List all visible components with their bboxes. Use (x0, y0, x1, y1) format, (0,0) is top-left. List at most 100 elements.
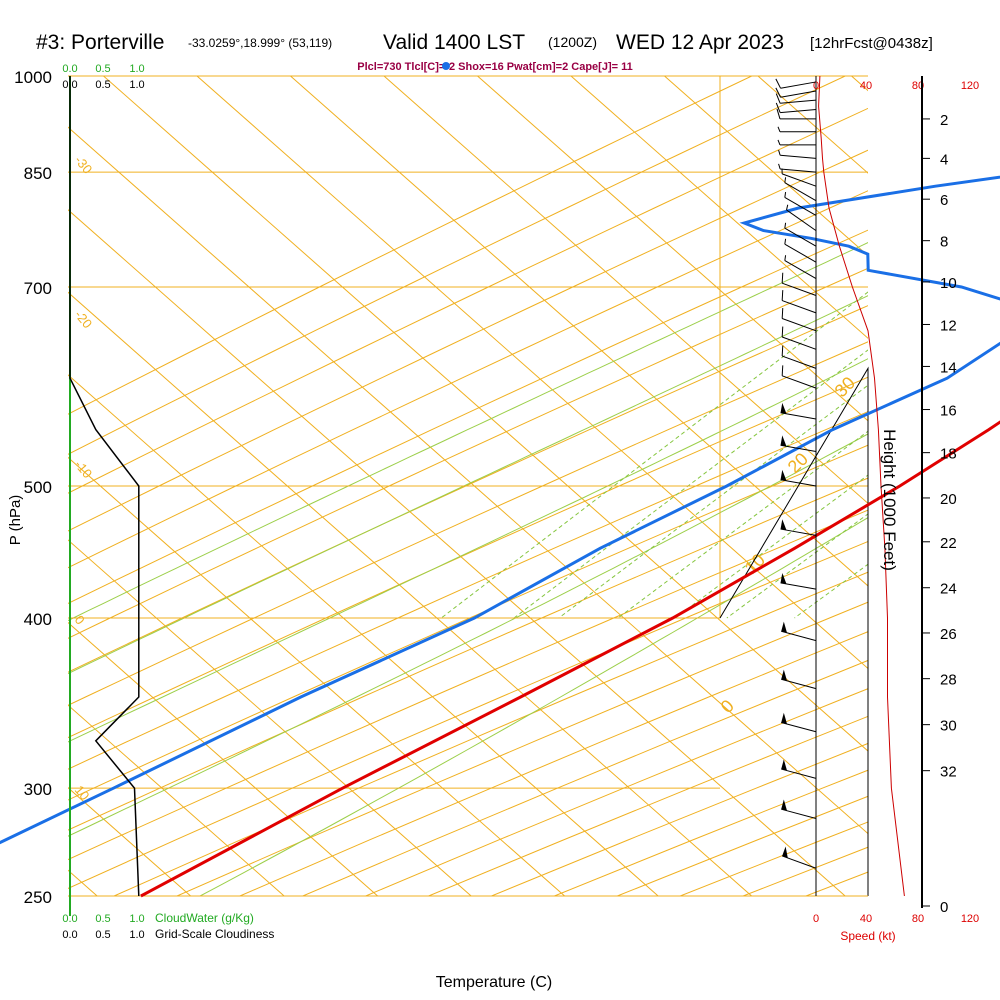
speed-tick-top: 40 (860, 80, 872, 92)
wind-barb (781, 365, 817, 389)
wind-barb (775, 102, 817, 114)
wind-barb-shaft (782, 173, 817, 187)
wind-barb-shaft (781, 808, 817, 819)
height-tick-label: 4 (940, 151, 948, 168)
wind-barb (782, 846, 817, 869)
wind-barb-half (778, 163, 781, 170)
pressure-tick: 700 (24, 279, 52, 298)
wind-barb-shaft (780, 412, 817, 420)
dry-adiabat (68, 376, 868, 739)
wind-barb-flag (781, 272, 784, 284)
wind-barb-pennant (781, 759, 788, 771)
wind-barb-shaft (786, 209, 817, 232)
dry-adiabat (68, 107, 868, 494)
dry-adiabat (68, 149, 868, 532)
dry-adiabat (68, 229, 868, 605)
cloudwater-tick-bottom: 1.0 (129, 913, 144, 925)
wind-barb-shaft (784, 196, 817, 216)
wind-barb (776, 108, 816, 120)
wind-barb-shaft (781, 721, 817, 733)
wind-barb-pennant (780, 402, 787, 414)
wind-barb-half (784, 255, 787, 261)
wind-barb-flag (776, 108, 781, 120)
pressure-tick: 400 (24, 610, 52, 629)
moist-adiabat (68, 358, 868, 743)
wind-barb (781, 669, 817, 690)
wind-barb-pennant (780, 469, 787, 481)
wind-barb-half (778, 149, 781, 156)
wind-barb (781, 326, 817, 350)
height-tick-label: 16 (940, 403, 957, 420)
station-coords: -33.0259°,18.999° (53,119) (188, 36, 332, 50)
cloudiness-label: Grid-Scale Cloudiness (155, 927, 274, 941)
adiabat-label-left: -20 (72, 307, 96, 331)
stability-indices: Plcl=730 Tlcl[C]=-2 Shox=16 Pwat[cm]=2 C… (357, 61, 632, 73)
wind-barb-shaft (782, 336, 817, 350)
wind-barb (775, 78, 817, 89)
dry-adiabat (68, 190, 868, 569)
wind-barb (778, 149, 817, 159)
speed-tick-bottom: 80 (912, 913, 924, 925)
dry-adiabat (68, 305, 868, 673)
profile-layer (0, 62, 1000, 898)
dry-adiabat (68, 341, 868, 706)
wind-barb-half (777, 139, 781, 146)
cloudwater-tick-bottom: 0.5 (95, 913, 110, 925)
height-tick-label: 30 (940, 718, 957, 735)
isotherm-label-right: 30 (831, 373, 859, 401)
wind-barb (775, 87, 817, 98)
height-tick-label: 22 (940, 535, 957, 552)
wind-barb (777, 126, 816, 133)
wind-barb-flag (775, 87, 781, 98)
x-axis-title: Temperature (C) (436, 974, 552, 991)
wind-barb-shaft (781, 768, 817, 779)
adiabat-label-left: -30 (72, 153, 96, 177)
wind-barb-half (784, 222, 787, 229)
wind-barb-shaft (782, 375, 817, 389)
wind-barb-shaft (780, 528, 817, 536)
wind-barb-flag (781, 326, 784, 338)
height-tick-label: 0 (940, 899, 948, 916)
wind-barb-pennant (782, 846, 788, 859)
wind-barb (780, 402, 817, 420)
moist-adiabat (68, 295, 868, 675)
isotherm-label-right: 0 (717, 696, 738, 717)
wind-barb (777, 139, 816, 146)
wind-barb-shaft (780, 168, 817, 173)
wind-barb-shaft (782, 355, 817, 369)
wind-barb-pennant (780, 435, 787, 447)
speed-tick-top: 0 (813, 80, 819, 92)
wind-barb (784, 238, 817, 263)
wind-barb (786, 204, 817, 232)
dry-adiabat (68, 76, 752, 415)
cloudwater-tick-top: 0.0 (62, 63, 77, 75)
wind-barb (780, 573, 817, 590)
moist-adiabat (199, 517, 868, 896)
wind-barb (781, 759, 817, 779)
isotherm-line (0, 76, 4, 896)
valid-date: WED 12 Apr 2023 (616, 31, 784, 54)
pressure-tick: 250 (24, 888, 52, 907)
wind-barb (781, 621, 817, 642)
height-tick-label: 28 (940, 672, 957, 689)
cloudiness-tick-bottom: 0.0 (62, 929, 77, 941)
wind-barb-pennant (781, 621, 788, 633)
pressure-tick: 500 (24, 478, 52, 497)
wind-barb (781, 290, 817, 314)
surface-dewpoint-marker (442, 62, 450, 70)
wind-barb (781, 272, 817, 296)
valid-time: Valid 1400 LST (383, 31, 525, 54)
wind-barb (781, 308, 817, 332)
wind-barb-pennant (780, 573, 787, 584)
wind-barb-flag (775, 78, 781, 89)
pressure-tick: 1000 (14, 68, 52, 87)
isotherm-line (570, 76, 868, 339)
dry-adiabat (68, 267, 868, 639)
wind-barb-flag (775, 102, 781, 113)
isotherm-line (68, 704, 285, 896)
isotherm-line (477, 76, 868, 422)
wind-barb-half (784, 177, 787, 183)
forecast-label: [12hrFcst@0438z] (810, 35, 933, 52)
